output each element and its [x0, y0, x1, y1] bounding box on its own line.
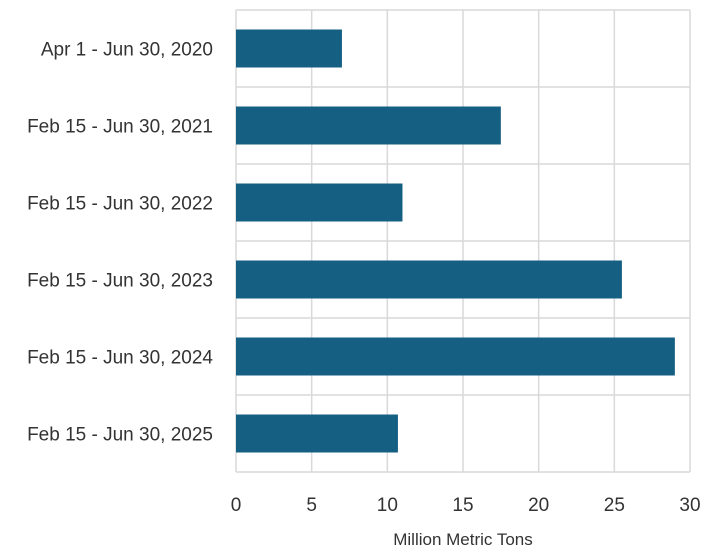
bar: [236, 337, 675, 376]
category-label: Feb 15 - Jun 30, 2025: [27, 425, 213, 446]
bar: [236, 414, 398, 453]
x-tick-label: 0: [231, 495, 242, 516]
bars: [236, 29, 675, 453]
x-tick-label: 25: [604, 495, 625, 516]
x-tick-label: 5: [306, 495, 317, 516]
bar: [236, 29, 342, 68]
bar: [236, 260, 622, 299]
grid-lines: [235, 9, 691, 473]
category-label: Feb 15 - Jun 30, 2024: [27, 348, 213, 369]
x-tick-label: 20: [528, 495, 549, 516]
category-label: Feb 15 - Jun 30, 2021: [27, 117, 213, 138]
category-labels: Apr 1 - Jun 30, 2020 Feb 15 - Jun 30, 202…: [27, 40, 213, 446]
category-label: Feb 15 - Jun 30, 2023: [27, 271, 213, 292]
x-axis-title: Million Metric Tons: [393, 530, 533, 549]
bar: [236, 106, 501, 145]
x-tick-label: 10: [377, 495, 398, 516]
category-label: Feb 15 - Jun 30, 2022: [27, 194, 213, 215]
x-tick-labels: 0 5 10 15 20 25 30: [231, 495, 701, 516]
category-label: Apr 1 - Jun 30, 2020: [41, 40, 213, 61]
x-tick-label: 30: [679, 495, 700, 516]
x-tick-label: 15: [452, 495, 473, 516]
bar: [236, 183, 403, 222]
